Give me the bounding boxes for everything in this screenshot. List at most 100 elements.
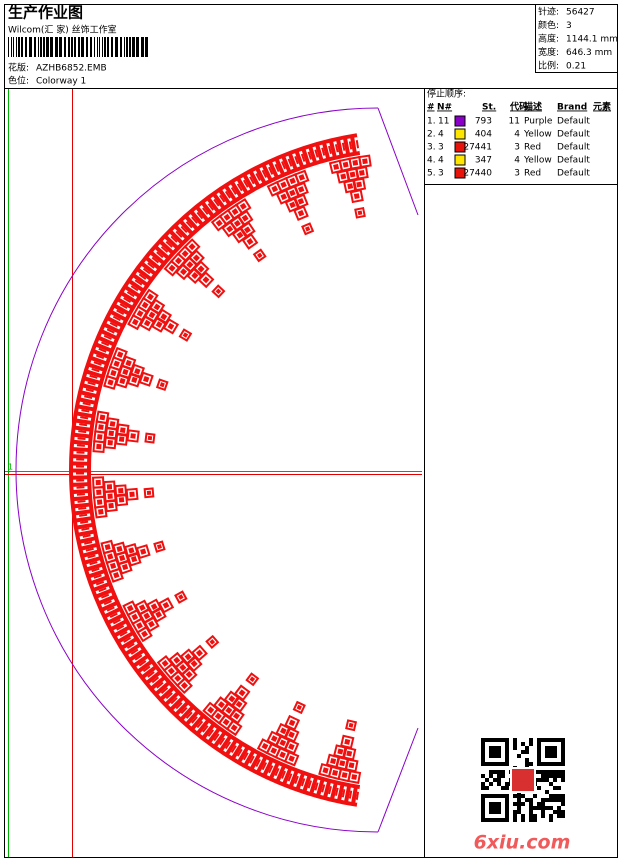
title: 生产作业图: [8, 4, 83, 22]
info-label: 颜色:: [538, 19, 559, 31]
stitch-block: [190, 660, 198, 668]
stitch-block: [144, 432, 156, 444]
row-seq: 2.: [427, 130, 436, 140]
info-value: 1144.1 mm: [566, 35, 618, 45]
stitch-block: [113, 571, 120, 579]
info-value: 646.3 mm: [566, 48, 612, 58]
row-stitches: 27441: [463, 143, 492, 153]
stitch-block: [135, 544, 151, 560]
qr-logo: [510, 767, 536, 793]
stitch-block: [284, 714, 301, 731]
stitch-block: [270, 747, 278, 755]
stitch-block: [167, 667, 175, 675]
stitch-block: [230, 724, 238, 732]
stitch-block: [155, 611, 163, 618]
info-value: 3: [566, 21, 572, 31]
qr-cell: [497, 782, 501, 786]
qr-cell: [497, 774, 501, 778]
stitch-block: [207, 706, 215, 714]
qr-cell: [513, 810, 517, 814]
qr-cell: [481, 786, 485, 790]
row-seq: 1.: [427, 117, 436, 127]
stitch-block: [131, 376, 138, 384]
qr-cell: [517, 794, 521, 798]
stitch-block: [279, 727, 287, 735]
qr-cell: [537, 770, 541, 774]
qr-cell: [541, 770, 545, 774]
stitch-block: [125, 359, 132, 367]
stitch-block: [243, 226, 251, 234]
stitch-block: [293, 205, 309, 222]
stitch-block: [222, 718, 230, 726]
stitch-block: [340, 734, 355, 750]
row-description: Yellow: [523, 130, 552, 140]
stitch-block: [346, 750, 353, 757]
stitch-block: [159, 382, 165, 388]
stitch-block: [131, 613, 139, 621]
row-n: 4: [438, 130, 444, 140]
stitch-block: [96, 489, 102, 495]
bar-stripe: [38, 37, 39, 57]
stitch-block: [185, 670, 193, 679]
stitch-block: [150, 603, 158, 610]
qr-cell: [545, 806, 549, 810]
bar-stripe: [59, 37, 62, 57]
stitch-block: [119, 554, 126, 562]
qr-cell: [493, 770, 497, 774]
qr-cell: [529, 810, 533, 814]
qr-cell: [553, 810, 557, 814]
qr-cell: [549, 794, 553, 798]
stitch-block: [141, 301, 149, 309]
stitch-block: [119, 427, 126, 433]
stitch-block: [202, 276, 210, 284]
stitch-block: [357, 210, 363, 216]
stitch-block: [155, 321, 163, 328]
stitch-block: [351, 774, 358, 780]
row-code: 4: [514, 130, 520, 140]
row-seq: 4.: [427, 156, 436, 166]
bar-stripe: [78, 37, 80, 57]
qr-cell: [545, 778, 549, 782]
stitch-block: [345, 719, 358, 732]
bar-stripe: [68, 37, 70, 57]
stitch-block: [131, 318, 139, 326]
stitch-block: [174, 257, 183, 265]
bar-stripe: [102, 37, 103, 57]
column-header: 代码: [509, 101, 528, 113]
stitch-block: [143, 612, 151, 620]
info-label: 针迹:: [538, 6, 559, 18]
qr-cell: [549, 814, 553, 818]
stitch-block: [289, 177, 296, 185]
qr-cell: [485, 786, 489, 790]
column-header: 元素: [593, 101, 611, 113]
stitch-block: [211, 284, 226, 299]
stitch-block: [337, 748, 344, 755]
qr-cell: [537, 806, 541, 810]
stitch-block: [349, 189, 364, 204]
stitch-block: [348, 722, 354, 728]
embroidery-pattern: [69, 133, 372, 807]
qr-cell: [529, 742, 533, 746]
qr-cell: [541, 798, 545, 802]
qr-cell: [545, 774, 549, 778]
qr-cell: [549, 782, 553, 786]
qr-cell: [513, 794, 517, 798]
qr-cell: [529, 806, 533, 810]
qr-finder: [489, 802, 501, 814]
outline-edge: [377, 107, 419, 833]
qr-cell: [521, 750, 525, 754]
stitch-block: [288, 731, 295, 739]
qr-cell: [525, 798, 529, 802]
stitch-block: [138, 371, 154, 387]
stitch-block: [305, 226, 311, 232]
qr-code: [481, 738, 565, 822]
stitch-block: [141, 630, 148, 638]
qr-cell: [561, 802, 565, 806]
color-swatch: [454, 115, 466, 127]
bar-stripe: [21, 37, 23, 57]
info-value: 0.21: [566, 62, 586, 72]
stitch-block: [119, 377, 126, 385]
stitch-block: [215, 219, 223, 227]
qr-cell: [553, 786, 557, 790]
color-swatch: [454, 128, 466, 140]
